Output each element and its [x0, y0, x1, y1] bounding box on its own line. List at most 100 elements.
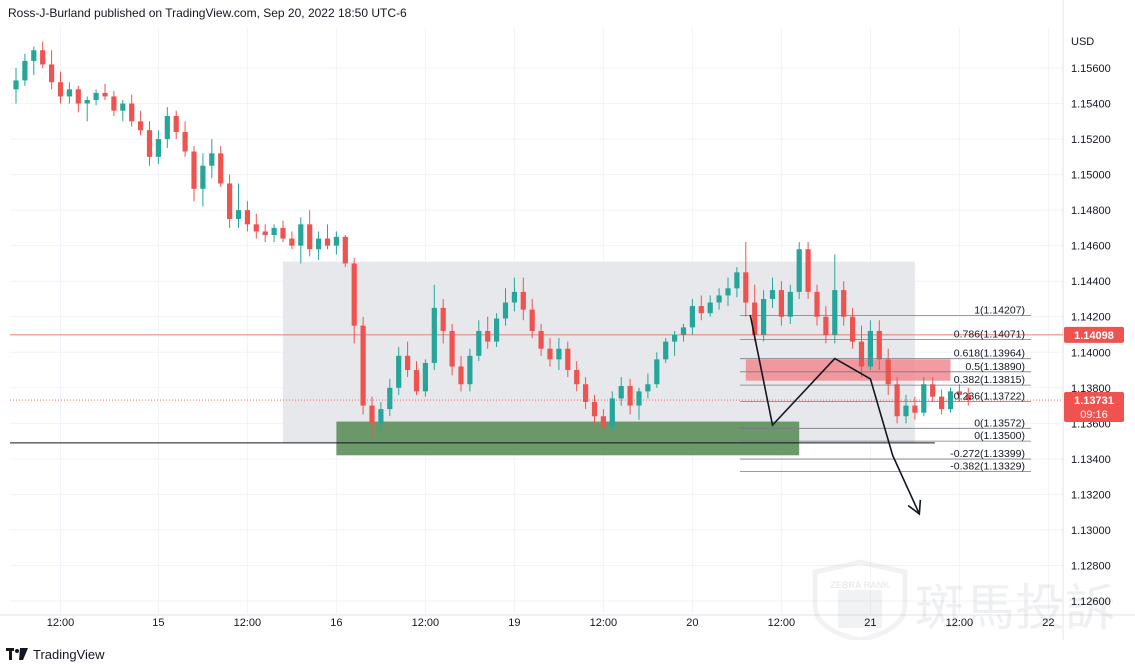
time-tick-label: 12:00	[412, 617, 440, 629]
candle-body	[680, 327, 687, 335]
candle-body	[903, 405, 909, 417]
candle	[449, 323, 455, 376]
candle-body	[939, 396, 945, 410]
candle-body	[485, 330, 491, 342]
candle	[591, 394, 598, 424]
marked-level-tag-label: 1.14098	[1074, 330, 1114, 342]
candle	[227, 174, 233, 228]
candle	[494, 313, 500, 347]
candle	[342, 235, 348, 267]
projection-arrowhead	[907, 499, 922, 516]
candle-body	[930, 384, 936, 397]
candle	[93, 89, 99, 106]
countdown-label: 09:16	[1080, 409, 1108, 421]
candle	[502, 288, 509, 326]
candle	[538, 323, 544, 356]
candle	[805, 242, 811, 299]
tradingview-footer[interactable]: TradingView	[6, 645, 105, 663]
candle	[663, 338, 669, 363]
candle	[716, 288, 722, 310]
candle	[930, 377, 936, 403]
time-tick-label: 21	[864, 617, 876, 629]
candle	[146, 121, 153, 166]
candle	[689, 298, 695, 335]
price-unit-label: USD	[1071, 36, 1094, 48]
candle	[138, 110, 144, 136]
candle-body	[262, 231, 268, 236]
candle	[574, 361, 580, 392]
candle-body	[894, 384, 900, 417]
candle-body	[440, 307, 446, 331]
candle-body	[725, 288, 731, 296]
candle	[547, 338, 553, 367]
candle	[743, 242, 749, 317]
candle-body	[707, 302, 713, 314]
candle-body	[387, 387, 393, 410]
price-tick-label: 1.15600	[1071, 63, 1111, 75]
candle	[752, 284, 758, 342]
price-tick-label: 1.14400	[1071, 276, 1111, 288]
candle-body	[591, 402, 598, 417]
candle	[120, 99, 126, 122]
candle	[903, 394, 909, 424]
candle	[556, 338, 562, 371]
price-chart[interactable]: ZEBRA RANK 斑馬投訴 1(1.14207) 0.786(1.14071)…	[0, 0, 1135, 640]
current-price-tag-label: 1.13731	[1074, 395, 1114, 407]
candle-body	[823, 316, 829, 335]
candle	[164, 107, 170, 148]
candle-body	[431, 307, 437, 363]
candle-body	[333, 236, 339, 246]
candle	[173, 110, 179, 140]
fib-label: 0.786(1.14071)	[954, 329, 1025, 341]
candle-body	[102, 92, 108, 97]
candle-body	[449, 330, 455, 367]
price-axis[interactable]: USD 1.15600 1.15400 1.15200 1.15000 1.14800 1.…	[1071, 36, 1111, 608]
candle	[360, 316, 366, 415]
candle	[316, 231, 322, 260]
candle-body	[458, 366, 464, 385]
price-tick-label: 1.13800	[1071, 383, 1111, 395]
candle-body	[209, 153, 215, 166]
candle-body	[876, 330, 882, 360]
candle	[841, 281, 847, 326]
candle-body	[227, 183, 233, 220]
candle	[867, 320, 873, 371]
time-tick-label: 12:00	[234, 617, 262, 629]
candle-body	[672, 334, 678, 342]
candle	[912, 396, 918, 420]
candle	[13, 68, 19, 104]
candle-body	[547, 348, 553, 360]
candle	[405, 341, 411, 378]
candle-body	[565, 348, 571, 371]
time-tick-label: 19	[508, 617, 520, 629]
price-tick-label: 1.14200	[1071, 312, 1111, 324]
candle-body	[743, 272, 749, 303]
candle	[111, 91, 117, 116]
candle-body	[316, 238, 322, 250]
candle-body	[40, 50, 46, 65]
fib-label: -0.382(1.13329)	[950, 460, 1025, 472]
horizontal-levels	[10, 334, 1063, 444]
candle	[707, 295, 713, 317]
price-tick-label: 1.14000	[1071, 347, 1111, 359]
time-axis[interactable]: 12:00 15 12:00 16 12:00 19 12:00 20 12:00 21 12:00…	[47, 617, 1055, 629]
price-tick-label: 1.15200	[1071, 134, 1111, 146]
candle	[832, 254, 838, 344]
price-tick-label: 1.13400	[1071, 454, 1111, 466]
zones	[283, 261, 951, 456]
candle	[672, 330, 678, 356]
price-tick-label: 1.13200	[1071, 489, 1111, 501]
publish-info: Ross-J-Burland published on TradingView.…	[8, 6, 407, 20]
candle-body	[520, 291, 526, 310]
candle	[654, 352, 660, 388]
candle-body	[405, 355, 411, 371]
candle-body	[155, 139, 161, 157]
price-tick-label: 1.14600	[1071, 241, 1111, 253]
candle	[636, 387, 642, 420]
candle-body	[200, 165, 206, 189]
watermark-cjk: 斑馬投訴	[915, 579, 1115, 637]
candle	[422, 359, 428, 397]
candle-body	[476, 330, 482, 356]
candle-body	[716, 295, 722, 303]
fib-label: 0.236(1.13722)	[954, 391, 1025, 403]
